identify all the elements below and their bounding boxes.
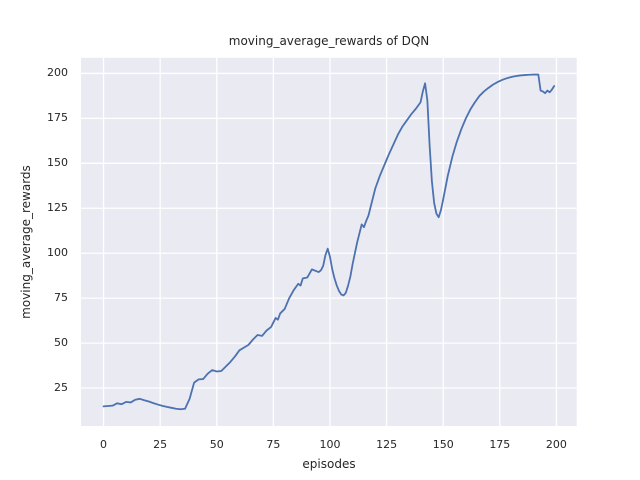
x-axis-label: episodes [302,457,356,471]
chart-title: moving_average_rewards of DQN [228,34,430,48]
y-tick-label: 175 [47,111,68,125]
y-tick-label: 50 [54,336,68,350]
y-tick-label: 25 [54,381,68,395]
x-tick-label: 175 [489,438,511,451]
x-tick-label: 125 [376,438,398,451]
x-tick-label: 75 [266,438,281,451]
x-tick-label: 0 [100,438,108,451]
y-tick-label: 125 [47,201,68,215]
x-tick-label: 25 [153,438,168,451]
x-tick-label: 150 [432,438,454,451]
series-line [102,73,556,411]
plot-area [81,57,577,427]
y-tick-label: 100 [47,246,68,260]
y-tick-label: 75 [54,291,68,305]
x-tick-label: 100 [319,438,341,451]
x-tick-label: 50 [209,438,224,451]
y-tick-label: 200 [47,66,68,80]
y-tick-label: 150 [47,156,68,170]
x-tick-label: 200 [545,438,567,451]
